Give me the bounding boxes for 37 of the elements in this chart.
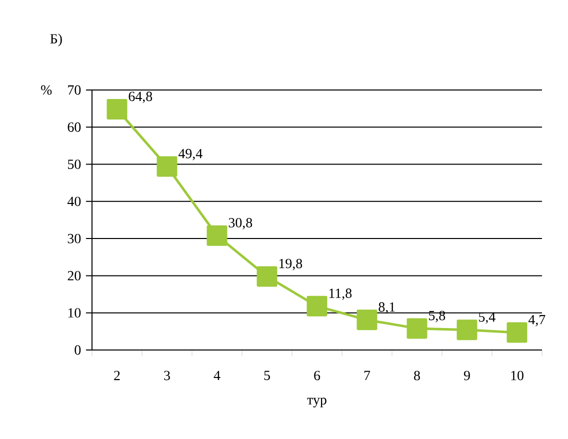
data-label: 30,8 [228,218,252,230]
point [306,296,328,316]
x-tick-label: 5 [264,370,270,380]
y-tick-label: 60 [68,122,81,132]
point [406,318,428,339]
point [106,99,128,120]
x-tick-label: 6 [314,370,320,380]
point [506,322,528,343]
y-tick-label: 50 [68,160,81,169]
x-tick-label: 7 [364,370,370,380]
data-label: 11,8 [329,288,352,300]
point [256,266,278,287]
x-axis-title: тур [307,398,326,408]
y-tick-label: 0 [74,345,81,355]
chart-title: Б) [50,34,62,46]
data-label: 64,8 [128,92,152,104]
x-tick-label: 8 [414,370,420,380]
x-tick-label: 3 [164,370,170,380]
point [156,156,178,177]
point [356,310,378,330]
x-tick-label: 9 [464,370,470,380]
point [206,225,228,246]
data-label: 8,1 [378,302,395,314]
data-label: 4,7 [528,314,546,326]
x-tick-label: 4 [214,370,220,380]
x-tick-label: 10 [511,370,524,380]
point [456,320,478,340]
data-label: 19,8 [279,258,302,270]
y-tick-label: 10 [68,308,81,318]
data-label: 5,8 [429,310,446,322]
y-tick-label: 30 [68,234,81,244]
y-tick-label: 40 [67,196,81,206]
y-tick-label: 70 [68,85,81,95]
x-tick-label: 2 [114,370,120,380]
y-tick-label: 20 [68,270,81,280]
data-label: 49,4 [178,148,202,160]
y-axis-title: % [41,85,52,95]
